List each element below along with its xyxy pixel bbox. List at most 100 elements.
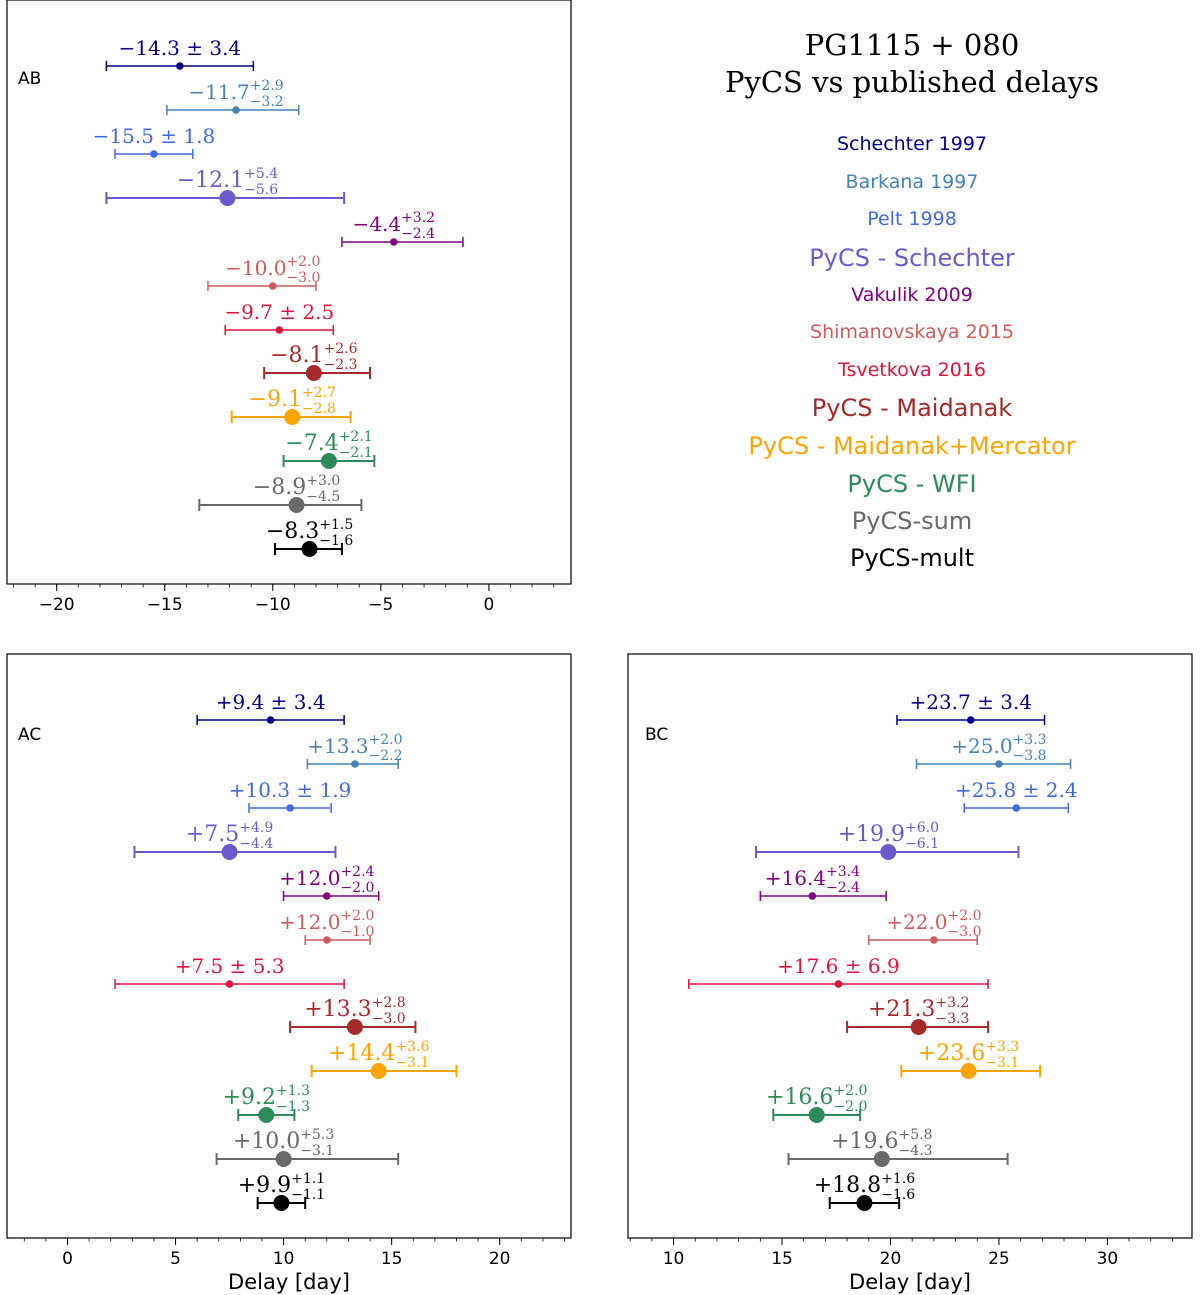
value-main: +13.3 [304,997,371,1022]
panel-label: AC [18,725,41,745]
value-sup: +6.0 [905,820,939,836]
value-sub: −1.1 [291,1187,325,1203]
errorbar-pycs-maidanak [289,1019,417,1035]
value-pm: 2.4 [1046,778,1078,802]
value-sub: −2.4 [826,880,860,896]
value-main: −9.1 [249,387,302,412]
value-label: +9.9+1.1 −1.1 [238,1171,325,1203]
value-main: +17.6 [777,954,838,978]
value-sub: −2.1 [339,445,373,461]
errorbar-pycs-sum [787,1151,1009,1167]
legend-entry-tsvetkova-2016: Tsvetkova 2016 [837,359,986,381]
legend-entry-pycs-sum: PyCS-sum [852,507,972,535]
value-main: −7.4 [285,431,338,456]
value-pm-sign: ± [264,690,293,714]
data-point [966,716,975,724]
value-main: +9.4 [216,690,265,714]
errorbar-barkana-1997 [306,759,399,769]
data-point [873,1151,890,1167]
value-sup: +3.4 [826,864,860,880]
data-point [390,238,398,246]
x-axis-label: Delay [day] [849,1270,971,1294]
legend: Schechter 1997 Barkana 1997 Pelt 1998 PyCS … [748,133,1075,572]
x-axis-label: Delay [day] [228,1270,350,1294]
x-tick-label: −20 [39,595,75,615]
value-main: −9.7 [224,300,273,324]
value-sub: −3.1 [985,1055,1019,1071]
errorbar-pycs-schechter [105,190,346,206]
errorbar-shimanovskaya-2015 [304,935,371,945]
figure-title-line1: PG1115 + 080 [805,28,1020,62]
x-tick-label: 5 [170,1249,181,1269]
data-point [286,804,294,812]
data-point [150,150,158,158]
value-sub: −4.4 [239,836,273,852]
data-point [323,936,331,944]
value-main: −12.1 [177,168,244,193]
value-label: +12.0+2.4 −2.0 [279,864,374,896]
value-label: +25.0+3.3 −3.8 [951,732,1046,764]
data-point [995,760,1003,768]
x-tick-label: 20 [489,1249,511,1269]
value-sub: −1.0 [340,924,374,940]
data-point [219,190,236,206]
errorbar-tsvetkova-2016 [224,325,335,335]
value-label: −8.1+2.6 −2.3 [270,341,358,373]
errorbar-pycs-mult [273,541,343,557]
errorbar-pelt-1998 [114,149,194,159]
value-sub: −3.1 [300,1143,334,1159]
value-main: +12.0 [279,910,340,934]
errorbar-pycs-maidanak [263,365,372,381]
value-sup: +1.5 [319,517,353,533]
value-sub: −2.0 [340,880,374,896]
value-label: +10.3 ± 1.9 [229,778,352,802]
errorbar-pycs-maidanak-mercator [310,1063,458,1079]
value-label: +13.3+2.8 −3.0 [304,995,405,1027]
value-sub: −3.0 [372,1011,406,1027]
value-label: +14.4+3.6 −3.1 [328,1039,430,1071]
data-point [275,1151,292,1167]
errorbar-pycs-maidanak-mercator [230,409,352,425]
value-label: +9.2+1.3 −1.3 [223,1083,310,1115]
value-main: −8.9 [253,475,306,500]
data-point [1012,804,1021,812]
value-sup: +2.9 [250,78,284,94]
value-pm: 3.4 [209,36,241,60]
data-point [808,892,817,900]
x-tick-label: 10 [663,1249,685,1269]
errorbar-pelt-1998 [248,803,332,813]
value-sub: −3.2 [250,94,284,110]
value-sub: −3.0 [948,924,982,940]
value-sup: +2.0 [369,732,403,748]
value-main: −15.5 [93,124,154,148]
value-pm: 1.8 [183,124,215,148]
legend-entry-barkana-1997: Barkana 1997 [846,171,979,193]
value-main: −8.1 [270,343,323,368]
value-main: +10.3 [229,778,290,802]
value-main: +22.0 [886,910,947,934]
data-point [960,1063,977,1079]
data-point [273,1195,290,1211]
value-sup: +5.8 [899,1127,933,1143]
panel-ab: AB−20 −15 −10 −5 0−14.3 ± 3.4−11.7+2.9 −3.2−1… [6,0,572,615]
data-point [856,1195,873,1211]
value-label: +19.6+5.8 −4.3 [831,1127,932,1159]
errorbar-shimanovskaya-2015 [868,935,978,945]
value-label: −4.4+3.2 −2.4 [353,210,436,242]
value-main: −11.7 [188,80,249,104]
value-sup: +5.3 [300,1127,334,1143]
legend-entry-pycs-maidanak-mercator: PyCS - Maidanak+Mercator [748,432,1075,460]
value-pm: 5.3 [253,954,285,978]
panel-frame [6,653,572,1239]
data-point [320,453,337,469]
value-main: −8.3 [266,519,319,544]
errorbar-tsvetkova-2016 [687,979,989,989]
value-sub: −2.3 [324,357,358,373]
value-pm-sign: ± [273,300,302,324]
errorbar-pycs-sum [215,1151,400,1167]
data-point [323,892,331,900]
value-main: +9.2 [223,1085,276,1110]
value-label: +23.6+3.3 −3.1 [918,1039,1019,1071]
legend-entry-vakulik-2009: Vakulik 2009 [851,284,973,306]
